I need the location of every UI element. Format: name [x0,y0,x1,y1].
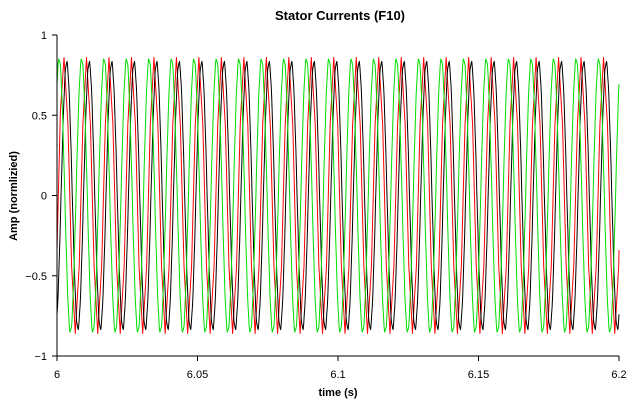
chart-title: Stator Currents (F10) [275,8,405,23]
series-layer [56,56,620,335]
x-tick-label: 6.2 [611,369,626,381]
series-line-red [56,56,620,335]
y-tick-label: −0.5 [25,271,47,283]
x-tick-label: 6.1 [330,369,345,381]
y-tick-label: 0.5 [32,110,47,122]
x-tick-label: 6.15 [468,369,489,381]
ticks-layer: 6 6.05 6.1 6.15 6.2 −1 −0.5 0 0.5 1 [25,30,626,381]
x-tick-label: 6.05 [187,369,208,381]
y-axis-label: Amp (normlizied) [8,151,20,241]
x-tick-label: 6 [54,369,60,381]
y-tick-label: 0 [41,191,47,203]
y-tick-label: 1 [41,30,47,42]
y-tick-label: −1 [34,351,47,363]
x-axis-label: time (s) [318,387,357,399]
series-line-black [56,60,620,331]
series-line-green [56,58,620,333]
